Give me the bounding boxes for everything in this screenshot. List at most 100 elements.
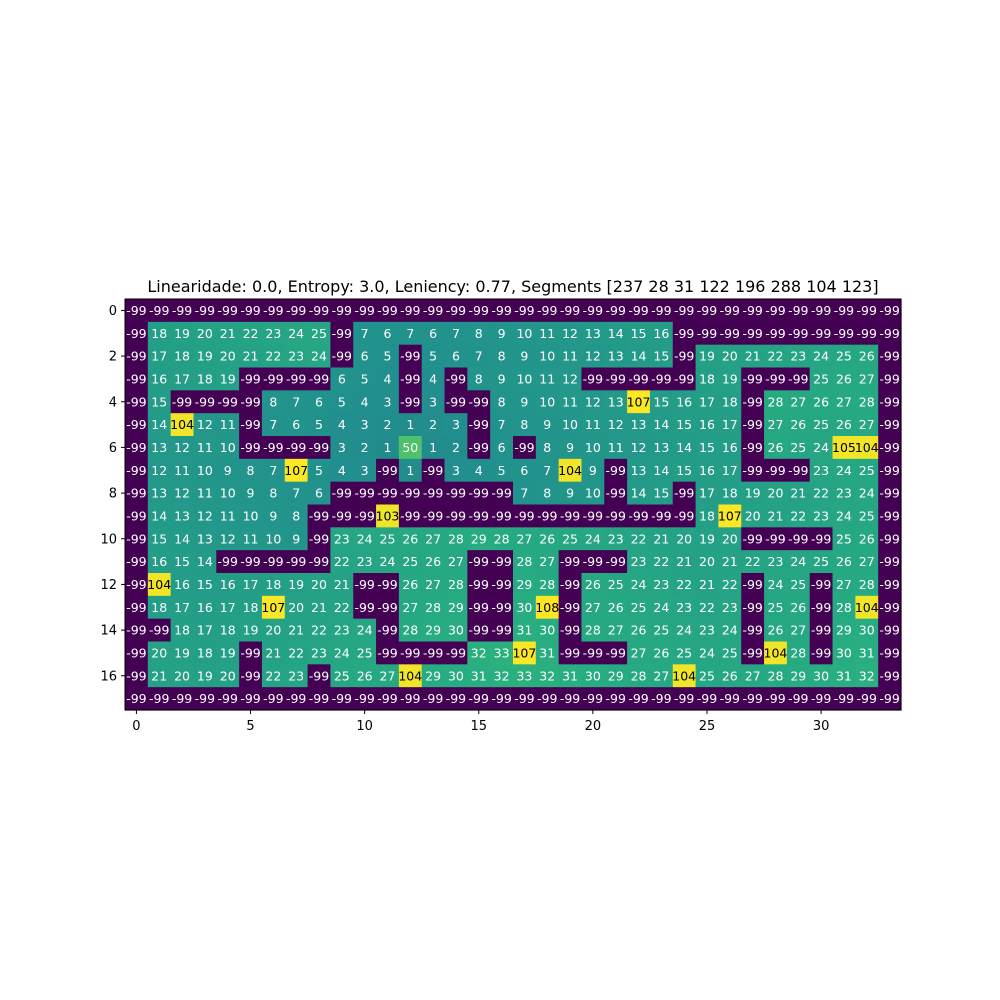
cell-value-label: 13: [653, 440, 669, 455]
cell-value-label: 10: [220, 486, 236, 501]
heatmap-cell: [261, 436, 286, 460]
heatmap-cell: [330, 413, 354, 437]
heatmap-cell: [398, 458, 423, 483]
heatmap-cell: [581, 618, 605, 643]
cell-value-label: 7: [361, 326, 369, 341]
cell-value-label: -99: [309, 668, 329, 683]
cell-value-label: -99: [377, 486, 397, 501]
cell-value-label: -99: [879, 349, 899, 364]
cell-value-label: -99: [400, 645, 420, 660]
heatmap-cell: [718, 299, 742, 323]
heatmap-cell: [855, 595, 879, 620]
heatmap-cell: [421, 504, 446, 528]
cell-value-label: -99: [195, 691, 215, 706]
heatmap-cell: [764, 595, 788, 620]
heatmap-cell: [147, 458, 172, 483]
cell-value-label: 25: [311, 326, 327, 341]
cell-value-label: 19: [174, 645, 190, 660]
cell-value-label: 24: [653, 600, 669, 615]
heatmap-cell: [741, 641, 765, 665]
heatmap-cell: [809, 550, 834, 574]
heatmap-cell: [535, 299, 560, 323]
heatmap-cell: [627, 436, 651, 460]
heatmap-cell: [786, 344, 811, 369]
cell-value-label: 5: [315, 417, 323, 432]
heatmap-cell: [284, 527, 309, 551]
cell-value-label: 5: [429, 349, 437, 364]
heatmap-cell: [353, 344, 377, 369]
heatmap-cell: [444, 573, 468, 597]
cell-value-label: 21: [311, 600, 327, 615]
cell-value-label: 22: [243, 326, 259, 341]
cell-value-label: 23: [676, 600, 692, 615]
heatmap-cell: [718, 573, 742, 597]
cell-value-label: 33: [494, 645, 510, 660]
heatmap-cell: [376, 664, 400, 688]
heatmap-cell: [786, 321, 811, 346]
heatmap-cell: [353, 550, 377, 574]
heatmap-cell: [513, 436, 537, 460]
heatmap-cell: [307, 299, 332, 323]
heatmap-cell: [193, 481, 217, 506]
cell-value-label: -99: [309, 303, 329, 318]
heatmap-cell: [170, 344, 195, 369]
heatmap-cell: [513, 687, 537, 711]
heatmap-cell: [193, 550, 217, 574]
heatmap-cell: [741, 550, 765, 574]
cell-value-label: -99: [240, 554, 260, 569]
cell-value-label: -99: [583, 371, 603, 386]
heatmap-cell: [809, 573, 834, 597]
heatmap-cell: [718, 687, 742, 711]
cell-value-label: 29: [790, 668, 806, 683]
heatmap-cell: [855, 299, 879, 323]
cell-value-label: -99: [811, 600, 831, 615]
heatmap-cell: [878, 458, 902, 483]
cell-value-label: 30: [539, 623, 555, 638]
cell-value-label: 24: [836, 508, 852, 523]
cell-value-label: 7: [452, 326, 460, 341]
cell-value-label: -99: [126, 623, 146, 638]
cell-value-label: 16: [722, 440, 738, 455]
cell-value-label: 30: [813, 668, 829, 683]
cell-value-label: 21: [768, 508, 784, 523]
heatmap-cell: [695, 436, 720, 460]
heatmap-cell: [284, 436, 309, 460]
cell-value-label: 25: [813, 417, 829, 432]
heatmap-cell: [649, 344, 674, 369]
heatmap-cell: [809, 436, 834, 460]
cell-value-label: 21: [265, 645, 281, 660]
cell-value-label: 23: [653, 577, 669, 592]
heatmap-cell: [125, 390, 149, 414]
heatmap-cell: [421, 573, 446, 597]
x-tick-label: 0: [132, 719, 140, 734]
cell-value-label: 20: [722, 349, 738, 364]
cell-value-label: 10: [562, 417, 578, 432]
heatmap-cell: [444, 618, 468, 643]
heatmap-cell: [307, 618, 332, 643]
cell-value-label: -99: [446, 691, 466, 706]
heatmap-cell: [467, 573, 491, 597]
cell-value-label: -99: [514, 440, 534, 455]
heatmap-cell: [558, 458, 583, 483]
cell-value-label: 18: [722, 394, 738, 409]
heatmap-cell: [239, 390, 263, 414]
cell-value-label: -99: [765, 371, 785, 386]
cell-value-label: 12: [174, 486, 190, 501]
cell-value-label: 26: [722, 668, 738, 683]
cell-value-label: 17: [722, 417, 738, 432]
cell-value-label: -99: [446, 486, 466, 501]
cell-value-label: -99: [263, 554, 283, 569]
heatmap-cell: [421, 641, 446, 665]
cell-value-label: -99: [742, 303, 762, 318]
cell-value-label: 25: [859, 508, 875, 523]
cell-value-label: -99: [423, 691, 443, 706]
heatmap-cell: [649, 641, 674, 665]
heatmap-cell: [307, 595, 332, 620]
cell-value-label: -99: [605, 371, 625, 386]
heatmap-cell: [513, 618, 537, 643]
cell-value-label: 26: [836, 554, 852, 569]
cell-value-label: -99: [400, 486, 420, 501]
cell-value-label: 8: [475, 326, 483, 341]
cell-value-label: 25: [334, 668, 350, 683]
heatmap-cell: [421, 550, 446, 574]
